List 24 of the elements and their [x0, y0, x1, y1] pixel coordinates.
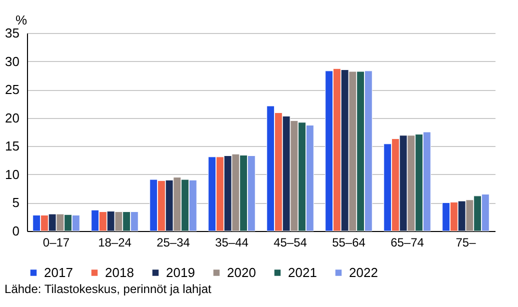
- x-tick-label: 35–44: [215, 236, 249, 250]
- y-axis-title: %: [16, 12, 28, 28]
- y-tick-label: 5: [12, 195, 20, 210]
- y-tick-label: 25: [5, 82, 20, 98]
- x-tick-label: 25–34: [156, 236, 190, 250]
- y-tick-label: 20: [5, 110, 20, 126]
- legend-label: 2022: [349, 264, 378, 280]
- x-tick-label: 45–54: [274, 236, 308, 250]
- y-tick-label: 0: [12, 224, 20, 238]
- x-tick-label: 55–64: [332, 236, 366, 250]
- y-tick-label: 10: [5, 166, 20, 182]
- legend-label: 2019: [166, 264, 195, 280]
- y-tick-label: 15: [5, 138, 20, 154]
- x-tick-label: 18–24: [98, 236, 132, 250]
- y-tick-label: 30: [5, 54, 20, 69]
- y-tick-label: 35: [5, 26, 20, 40]
- x-tick-label: 75–: [456, 236, 476, 250]
- legend-label: 2018: [105, 264, 134, 280]
- legend-label: 2017: [44, 264, 73, 280]
- x-tick-label: 0–17: [42, 236, 70, 250]
- legend-label: 2021: [288, 264, 317, 280]
- text: Lähde: Tilastokeskus, perinnöt ja lahjat: [4, 282, 212, 296]
- x-tick-label: 65–74: [390, 236, 424, 250]
- legend-label: 2020: [227, 264, 256, 280]
